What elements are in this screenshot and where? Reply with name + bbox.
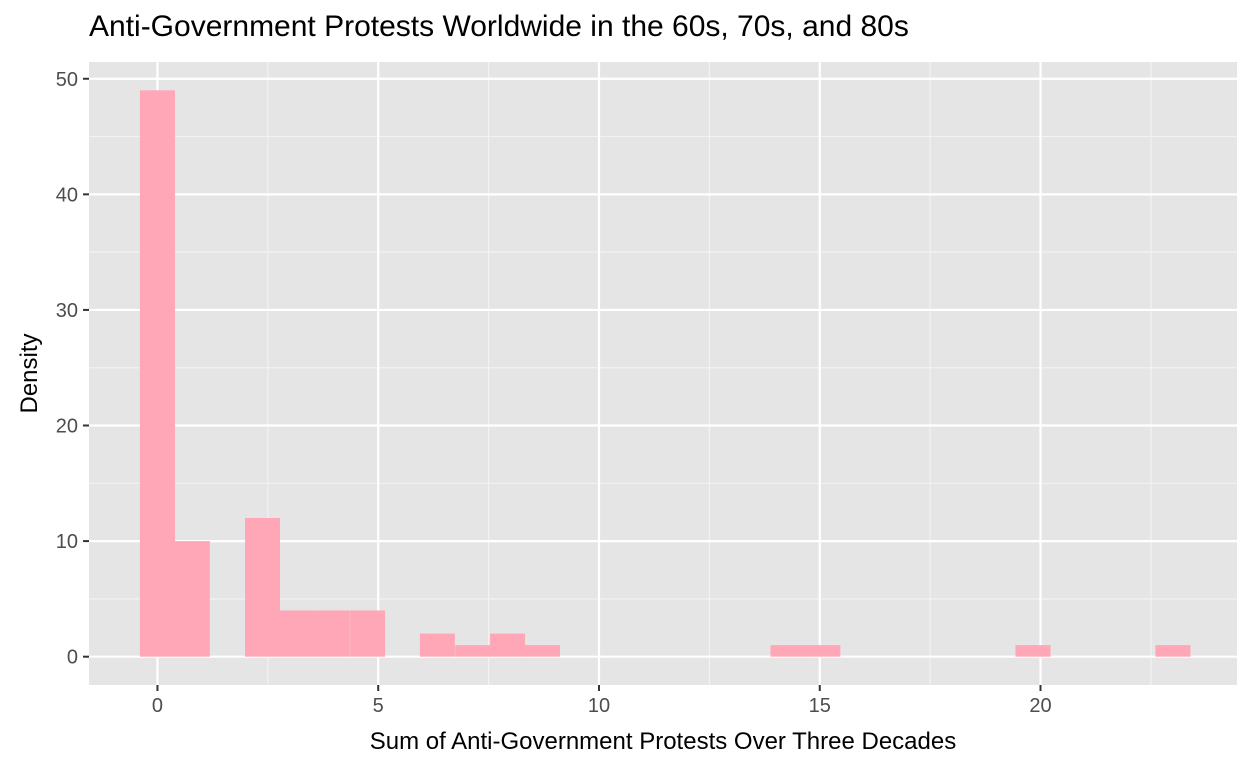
histogram-bar: [279, 610, 315, 657]
y-tick-label: 20: [56, 416, 78, 438]
histogram-bar: [455, 645, 491, 657]
y-axis-title: Density: [16, 333, 43, 413]
histogram-bar: [419, 633, 455, 657]
histogram-bar: [770, 645, 806, 657]
y-tick-label: 40: [56, 184, 78, 206]
x-tick-label: 15: [809, 695, 831, 717]
histogram-bar: [314, 610, 350, 657]
histogram-bars: [139, 90, 1191, 657]
x-tick-label: 20: [1029, 695, 1051, 717]
y-tick-label: 30: [56, 300, 78, 322]
x-axis: 0 5 10 15 20: [152, 685, 1052, 717]
plot-panel: [89, 62, 1237, 685]
histogram-bar: [1015, 645, 1051, 657]
y-tick-label: 50: [56, 69, 78, 91]
histogram-bar: [1155, 645, 1191, 657]
chart-title: Anti-Government Protests Worldwide in th…: [89, 10, 909, 43]
histogram-bar: [139, 90, 175, 657]
x-tick-label: 5: [373, 695, 384, 717]
y-tick-label: 10: [56, 531, 78, 553]
histogram-bar: [805, 645, 841, 657]
y-axis: 0 10 20 30 40 50: [56, 69, 89, 669]
histogram-bar: [350, 610, 386, 657]
histogram-bar: [490, 633, 526, 657]
x-tick-label: 10: [588, 695, 610, 717]
y-tick-label: 0: [67, 647, 78, 669]
histogram-bar: [524, 645, 560, 657]
x-tick-label: 0: [152, 695, 163, 717]
histogram-bar: [174, 541, 210, 657]
histogram-bar: [245, 517, 281, 657]
x-axis-title: Sum of Anti-Government Protests Over Thr…: [370, 728, 956, 755]
minor-gridlines: [89, 62, 1237, 685]
